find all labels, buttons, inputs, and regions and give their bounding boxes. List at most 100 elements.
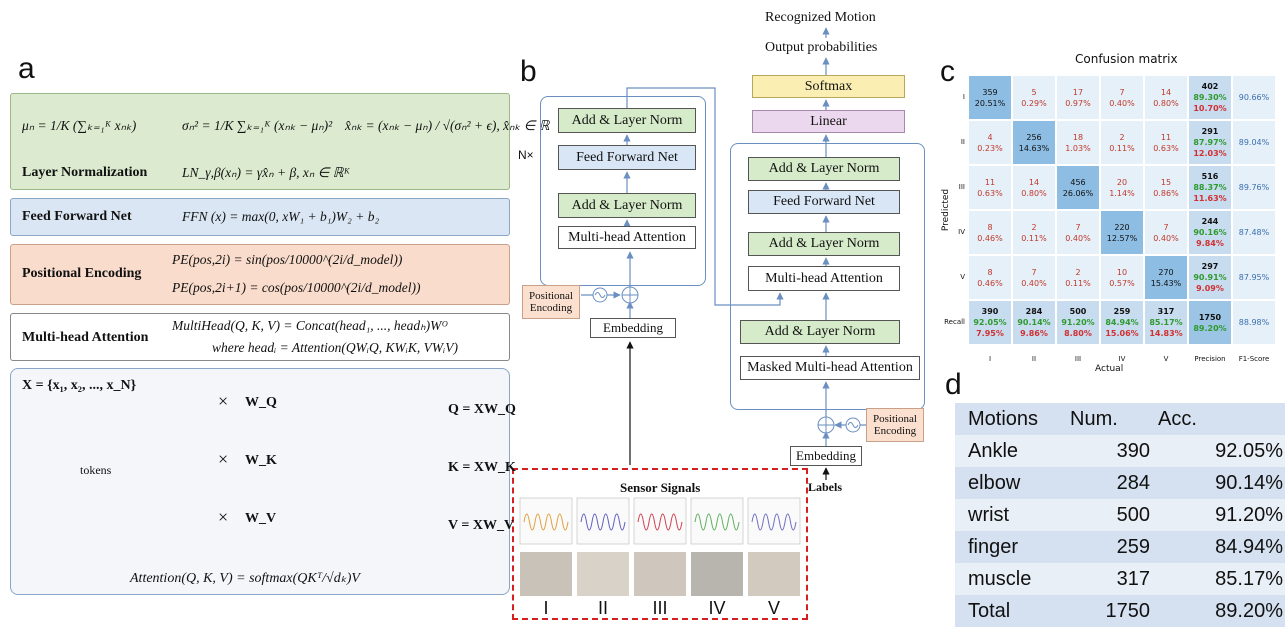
cm-f1: 90.66%	[1232, 75, 1276, 120]
formula: x̂ₙₖ = (xₙₖ − μₙ) / √(σₙ² + ϵ), x̂ₙₖ ∈ ℝ	[345, 118, 549, 134]
cm-text: 270	[1145, 267, 1187, 278]
cm-cell: 50.29%	[1012, 75, 1056, 120]
cm-cell: 20.11%	[1100, 120, 1144, 165]
table-cell: elbow	[968, 472, 1020, 495]
cm-text: 89.30%	[1189, 92, 1231, 103]
cm-f1: 87.48%	[1232, 210, 1276, 255]
times-sign: ×	[218, 391, 228, 412]
formula: where headᵢ = Attention(QWᵢQ, KWᵢK, VWᵢV…	[212, 340, 458, 356]
repeat-label: N×	[518, 148, 534, 162]
cm-text: 14	[1145, 87, 1187, 98]
table-header: Motions	[968, 408, 1038, 431]
cm-text: 259	[1101, 306, 1143, 317]
cm-text: 89.20%	[1189, 323, 1231, 334]
output-label: K = XW_K	[448, 460, 516, 476]
cm-text: 14	[1013, 177, 1055, 188]
output-label: V = XW_V	[448, 518, 514, 534]
cm-text: 20.51%	[969, 98, 1011, 109]
ffn-block: Feed Forward Net	[558, 145, 696, 170]
cm-text: 89.04%	[1233, 137, 1275, 148]
add-norm-block: Add & Layer Norm	[748, 232, 900, 256]
motion-label: III	[642, 598, 678, 619]
cm-f1: 87.95%	[1232, 255, 1276, 300]
cm-cell: 27015.43%	[1144, 255, 1188, 300]
cm-cell: 140.80%	[1144, 75, 1188, 120]
cm-text: 90.14%	[1013, 317, 1055, 328]
cm-text: 297	[1189, 261, 1231, 272]
embedding-block: Embedding	[590, 318, 676, 338]
cm-text: 0.23%	[969, 143, 1011, 154]
cm-text: 456	[1057, 177, 1099, 188]
cm-text: 500	[1057, 306, 1099, 317]
cm-cell: 140.80%	[1012, 165, 1056, 210]
tokens-label: tokens	[80, 463, 111, 478]
cm-text: 87.48%	[1233, 227, 1275, 238]
table-cell: muscle	[968, 568, 1031, 591]
cm-text: 1.03%	[1057, 143, 1099, 154]
labels-label: Labels	[808, 480, 842, 495]
cm-cell: 70.40%	[1056, 210, 1100, 255]
cm-text: 7	[1145, 222, 1187, 233]
panel-label: c	[940, 55, 955, 89]
embedding-block: Embedding	[790, 446, 862, 466]
cm-text: 85.17%	[1145, 317, 1187, 328]
cm-text: 0.46%	[969, 233, 1011, 244]
panel-label: d	[945, 368, 962, 402]
pos-enc-block: Positional Encoding	[866, 408, 924, 442]
block-label: Positional Encoding	[22, 266, 141, 282]
cm-row-label: Recall	[938, 318, 965, 326]
token-set: X = {x₁, x₂, ..., x_N}	[22, 378, 136, 394]
formula: MultiHead(Q, K, V) = Concat(head₁, ..., …	[172, 318, 448, 334]
ffn-block: Feed Forward Net	[748, 190, 900, 214]
cm-text: 10.70%	[1189, 103, 1231, 114]
cm-text: 291	[1189, 126, 1231, 137]
mha-block: Multi-head Attention	[748, 266, 900, 291]
cm-text: 26.06%	[1057, 188, 1099, 199]
add-norm-block: Add & Layer Norm	[748, 157, 900, 181]
cm-recall: 50091.20%8.80%	[1056, 300, 1100, 345]
panel-label: b	[520, 55, 537, 89]
cm-row-label: III	[938, 183, 965, 191]
cm-total: 175089.20%	[1188, 300, 1232, 345]
cm-col-label: III	[1056, 355, 1100, 363]
table-cell: wrist	[968, 504, 1009, 527]
cm-text: 0.40%	[1013, 278, 1055, 289]
cm-recall: 28490.14%9.86%	[1012, 300, 1056, 345]
cm-text: 5	[1013, 87, 1055, 98]
cm-text: 2	[1057, 267, 1099, 278]
formula: σₙ² = 1/K ∑ₖ₌₁ᴷ (xₙₖ − μₙ)²	[182, 118, 332, 134]
cm-text: 18	[1057, 132, 1099, 143]
cm-text: 0.40%	[1057, 233, 1099, 244]
table-cell: 84.94%	[1170, 536, 1283, 559]
formula: LN_γ,β(xₙ) = γx̂ₙ + β, xₙ ∈ ℝᴷ	[182, 165, 350, 181]
formula: Attention(Q, K, V) = softmax(QKᵀ/√dₖ)V	[130, 570, 360, 587]
cm-text: 12.57%	[1101, 233, 1143, 244]
table-cell: 90.14%	[1170, 472, 1283, 495]
cm-text: 0.11%	[1013, 233, 1055, 244]
cm-text: 10	[1101, 267, 1143, 278]
cm-cell: 35920.51%	[968, 75, 1012, 120]
cm-text: 89.76%	[1233, 182, 1275, 193]
table-cell: 500	[1070, 504, 1150, 527]
cm-f1: 88.98%	[1232, 300, 1276, 345]
cm-text: 90.91%	[1189, 272, 1231, 283]
cm-precision: 51688.37%11.63%	[1188, 165, 1232, 210]
output-label: Recognized Motion	[765, 10, 876, 26]
times-sign: ×	[218, 507, 228, 528]
cm-text: 2	[1013, 222, 1055, 233]
cm-text: 14.63%	[1013, 143, 1055, 154]
cm-text: 92.05%	[969, 317, 1011, 328]
cm-text: 20	[1101, 177, 1143, 188]
formula: FFN (x) = max(0, xW₁ + b₁)W₂ + b₂	[182, 209, 379, 225]
block-label: Feed Forward Net	[22, 209, 132, 225]
table-header: Acc.	[1158, 408, 1197, 431]
cm-text: 15.43%	[1145, 278, 1187, 289]
